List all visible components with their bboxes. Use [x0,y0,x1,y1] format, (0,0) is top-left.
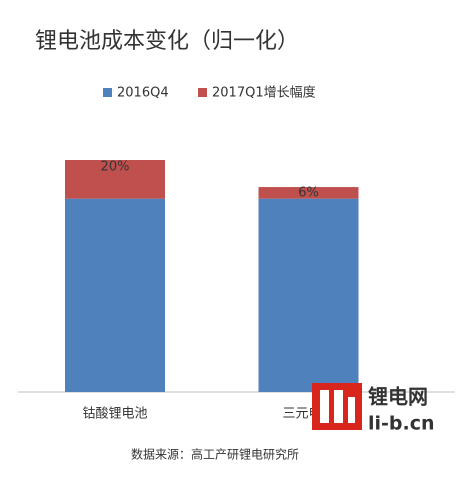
logo-name: 锂电网 [368,385,428,409]
data-label: 6% [298,185,319,200]
bar-segment [258,198,359,392]
bar-segment [258,187,359,199]
x-tick-label: 钴酸锂电池 [82,407,147,422]
legend-label: 2016Q4 [117,86,169,101]
source-note: 数据来源：高工产研锂电研究所 [131,447,299,462]
logo-mark [320,390,329,423]
bar-segment [65,160,165,199]
chart-title: 锂电池成本变化（归一化） [35,29,299,54]
logo-mark [334,390,343,423]
logo-mark [348,397,355,423]
data-label: 20% [101,160,130,175]
legend-label: 2017Q1增长幅度 [212,85,316,101]
legend-swatch [103,88,112,97]
bar-segment [65,198,165,392]
legend-swatch [198,88,207,97]
logo-url: li-b.cn [368,413,435,435]
